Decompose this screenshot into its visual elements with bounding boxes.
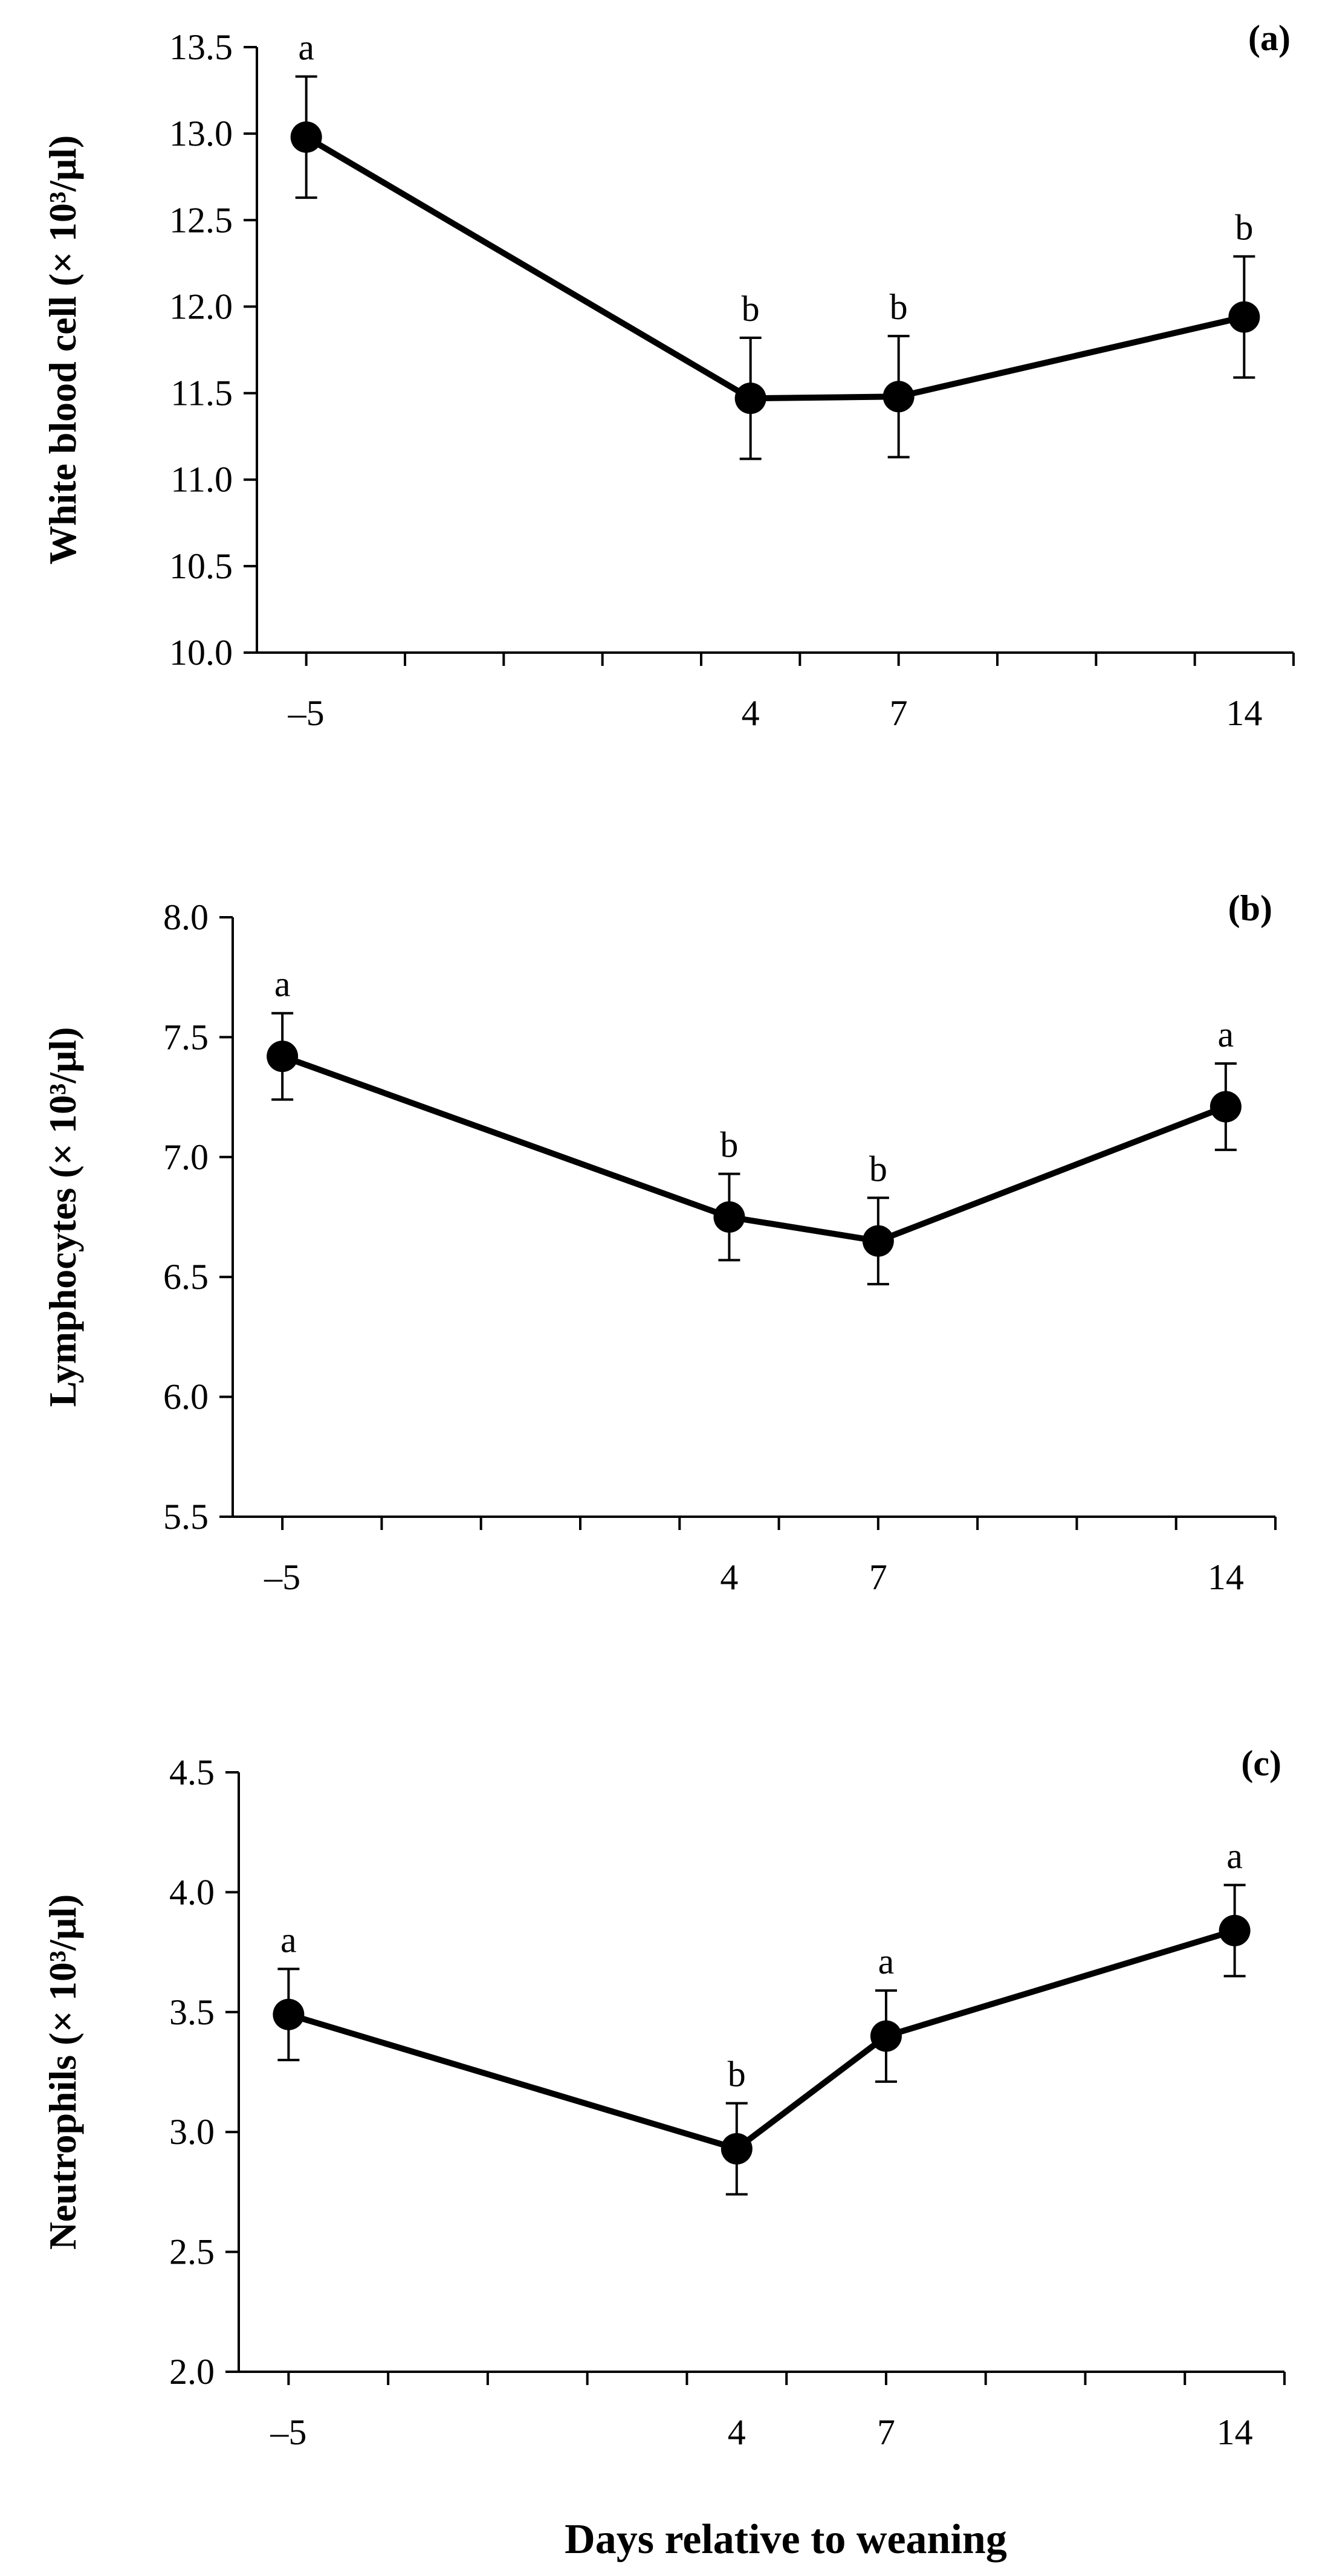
y-tick-label: 3.0 xyxy=(169,2112,215,2152)
significance-letter: b xyxy=(728,2055,746,2094)
data-point xyxy=(862,1225,894,1257)
data-point xyxy=(290,121,322,153)
y-tick-label: 10.5 xyxy=(169,546,233,586)
significance-letter: a xyxy=(878,1942,895,1981)
panels: 10.0 10.5 11.0 11.5 12.0 12.5 13.0 13.5 –5 4 7 14 Wh… xyxy=(41,18,1295,2452)
y-tick-label: 13.0 xyxy=(169,114,233,153)
y-tick-label: 6.5 xyxy=(163,1257,209,1297)
significance-letter: a xyxy=(298,28,314,68)
x-tick-label: 4 xyxy=(728,2412,746,2452)
x-tick-label: 4 xyxy=(720,1557,738,1597)
data-point xyxy=(870,2020,902,2052)
y-tick-label: 7.0 xyxy=(163,1137,209,1177)
x-tick-label: 14 xyxy=(1226,693,1262,733)
data-point xyxy=(267,1041,299,1073)
y-tick-label: 8.0 xyxy=(163,897,209,937)
significance-letter: a xyxy=(1218,1015,1234,1054)
y-tick-label: 7.5 xyxy=(163,1017,209,1057)
panel-label: (a) xyxy=(1248,18,1291,58)
data-point xyxy=(713,1201,745,1233)
x-tick-label: 7 xyxy=(877,2412,895,2452)
x-tick-label: 14 xyxy=(1208,1557,1244,1597)
y-tick-label: 4.0 xyxy=(169,1872,215,1912)
x-tick-label: 14 xyxy=(1217,2412,1253,2452)
y-tick-label: 4.5 xyxy=(169,1752,215,1792)
x-tick-label: 4 xyxy=(742,693,760,733)
chart-panel-a: 10.0 10.5 11.0 11.5 12.0 12.5 13.0 13.5 –5 4 7 14 Wh… xyxy=(41,18,1295,733)
y-tick-label: 11.5 xyxy=(170,373,233,413)
significance-letter: b xyxy=(720,1125,738,1165)
y-tick-label: 6.0 xyxy=(163,1377,209,1417)
chart-panel-b: 5.5 6.0 6.5 7.0 7.5 8.0 –5 4 7 14 Lymphocytes (× 1… xyxy=(41,888,1277,1597)
x-tick-label: –5 xyxy=(270,2412,306,2452)
y-tick-label: 2.5 xyxy=(169,2232,215,2272)
data-point xyxy=(882,381,915,413)
data-point xyxy=(1228,301,1260,333)
y-tick-label: 13.5 xyxy=(169,27,233,67)
y-tick-label: 2.0 xyxy=(169,2352,215,2392)
y-tick-label: 3.5 xyxy=(169,1992,215,2032)
y-tick-label: 12.0 xyxy=(169,286,233,326)
x-tick-label: –5 xyxy=(288,693,325,733)
panel-label: (c) xyxy=(1241,1743,1281,1783)
data-point xyxy=(273,1998,305,2030)
y-axis-title: Lymphocytes (× 10³/μl) xyxy=(41,1027,84,1407)
series-line xyxy=(287,1928,1236,2152)
x-tick-label: 7 xyxy=(869,1557,887,1597)
y-axis-title: Neutrophils (× 10³/μl) xyxy=(41,1894,84,2250)
significance-letter: a xyxy=(274,964,291,1004)
significance-letter: b xyxy=(890,287,908,327)
y-tick-label: 12.5 xyxy=(169,200,233,240)
x-tick-label: 7 xyxy=(890,693,908,733)
y-axis-title: White blood cell (× 10³/μl) xyxy=(41,135,84,565)
data-point xyxy=(1210,1091,1242,1123)
data-point xyxy=(1219,1914,1251,1946)
y-tick-label: 5.5 xyxy=(163,1497,209,1537)
x-tick-label: –5 xyxy=(264,1557,300,1597)
x-axis-title: Days relative to weaning xyxy=(565,2516,1007,2563)
series-line xyxy=(281,1053,1227,1244)
significance-letter: b xyxy=(869,1149,887,1189)
y-tick-label: 11.0 xyxy=(170,460,233,500)
panel-label: (b) xyxy=(1228,888,1272,928)
y-tick-label: 10.0 xyxy=(169,633,233,673)
significance-letter: b xyxy=(1235,207,1253,247)
data-point xyxy=(734,383,766,415)
significance-letter: b xyxy=(742,289,760,329)
chart-panel-c: 2.0 2.5 3.0 3.5 4.0 4.5 –5 4 7 14 Neutrophils (× 1… xyxy=(41,1743,1286,2452)
significance-letter: a xyxy=(1226,1836,1243,1876)
significance-letter: a xyxy=(280,1920,297,1960)
series-line xyxy=(305,134,1245,402)
data-point xyxy=(721,2132,753,2164)
